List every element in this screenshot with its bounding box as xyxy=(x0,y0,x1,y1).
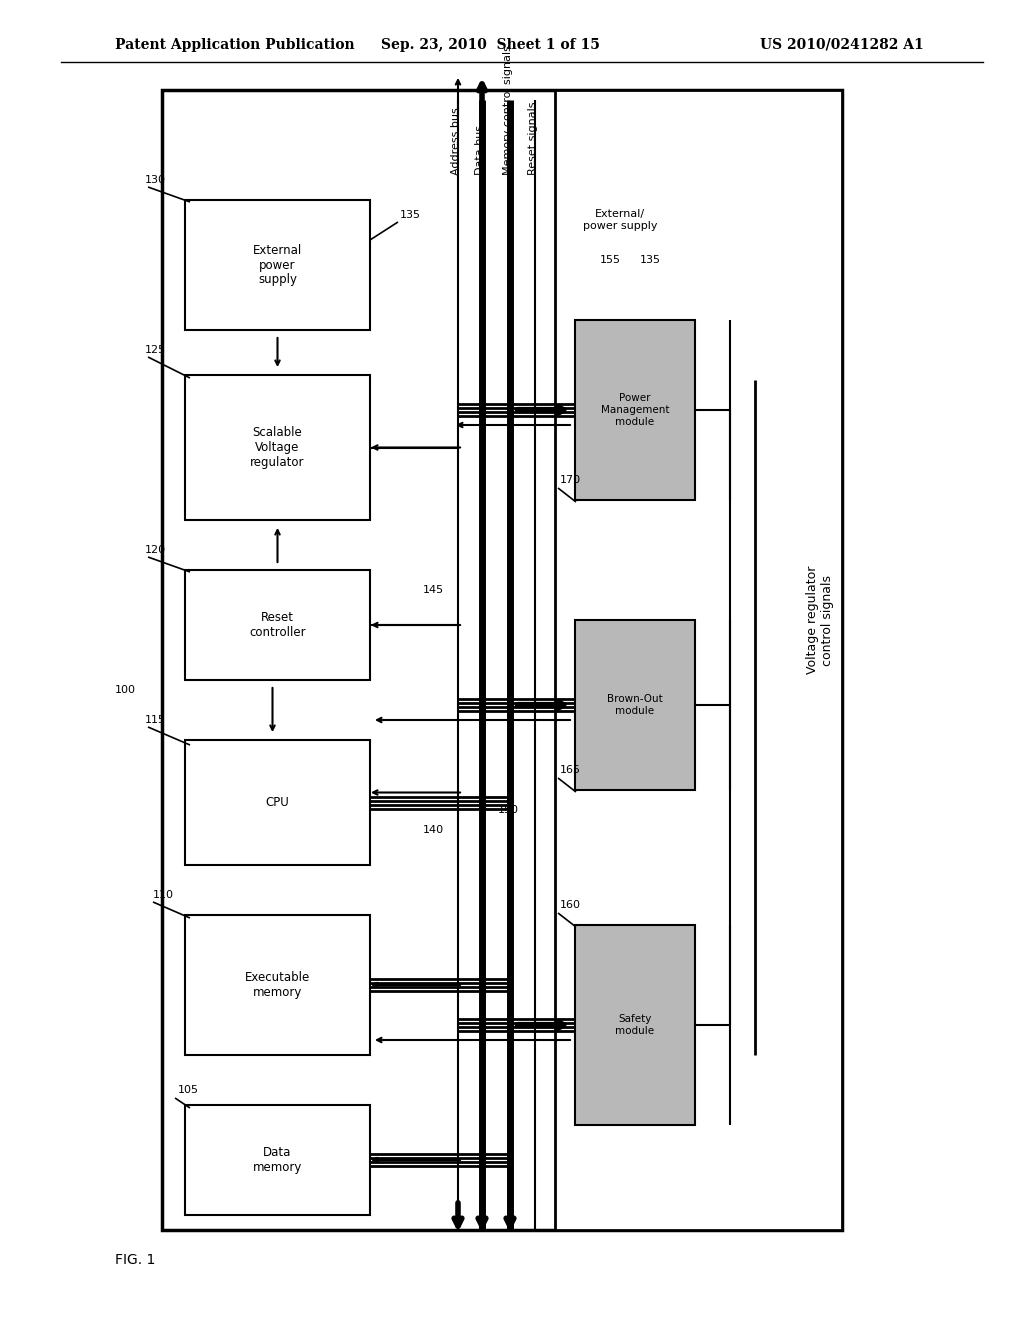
Text: 130: 130 xyxy=(145,176,166,185)
Text: 135: 135 xyxy=(640,255,662,265)
Text: 100: 100 xyxy=(115,685,136,696)
Text: Sep. 23, 2010  Sheet 1 of 15: Sep. 23, 2010 Sheet 1 of 15 xyxy=(381,38,599,51)
Text: Patent Application Publication: Patent Application Publication xyxy=(115,38,354,51)
Text: 115: 115 xyxy=(145,715,166,725)
Bar xyxy=(575,925,695,1125)
Text: 170: 170 xyxy=(560,475,582,484)
Text: Scalable
Voltage
regulator: Scalable Voltage regulator xyxy=(250,426,305,469)
Bar xyxy=(185,741,370,865)
Text: 165: 165 xyxy=(560,766,581,775)
Text: Data bus: Data bus xyxy=(475,125,485,176)
Text: 120: 120 xyxy=(145,545,166,554)
Text: 160: 160 xyxy=(560,900,581,909)
Text: Reset
controller: Reset controller xyxy=(249,611,306,639)
Text: US 2010/0241282 A1: US 2010/0241282 A1 xyxy=(760,38,924,51)
Bar xyxy=(575,319,695,500)
Text: External
power
supply: External power supply xyxy=(253,243,302,286)
Text: 140: 140 xyxy=(423,825,444,836)
Text: Executable
memory: Executable memory xyxy=(245,972,310,999)
Text: Power
Management
module: Power Management module xyxy=(601,393,670,426)
Text: 150: 150 xyxy=(498,805,519,814)
Bar xyxy=(185,1105,370,1214)
Text: Memory control signals: Memory control signals xyxy=(503,45,513,176)
Text: 155: 155 xyxy=(600,255,621,265)
Bar xyxy=(575,620,695,789)
Text: External/
power supply: External/ power supply xyxy=(583,209,657,231)
Text: Brown-Out
module: Brown-Out module xyxy=(607,694,663,715)
Bar xyxy=(185,570,370,680)
Text: Address bus: Address bus xyxy=(451,107,461,176)
Text: Safety
module: Safety module xyxy=(615,1014,654,1036)
Text: 125: 125 xyxy=(145,345,166,355)
Text: FIG. 1: FIG. 1 xyxy=(115,1253,156,1267)
Text: Voltage regulator
control signals: Voltage regulator control signals xyxy=(806,566,834,675)
Text: 145: 145 xyxy=(423,585,444,595)
Text: 135: 135 xyxy=(400,210,421,220)
Text: Data
memory: Data memory xyxy=(253,1146,302,1173)
Bar xyxy=(555,90,842,1230)
Text: 105: 105 xyxy=(178,1085,199,1096)
Bar xyxy=(185,201,370,330)
Bar xyxy=(185,375,370,520)
Bar xyxy=(185,915,370,1055)
Text: CPU: CPU xyxy=(265,796,290,809)
Bar xyxy=(162,90,842,1230)
Text: Reset signals: Reset signals xyxy=(528,102,538,176)
Text: 110: 110 xyxy=(153,890,174,900)
